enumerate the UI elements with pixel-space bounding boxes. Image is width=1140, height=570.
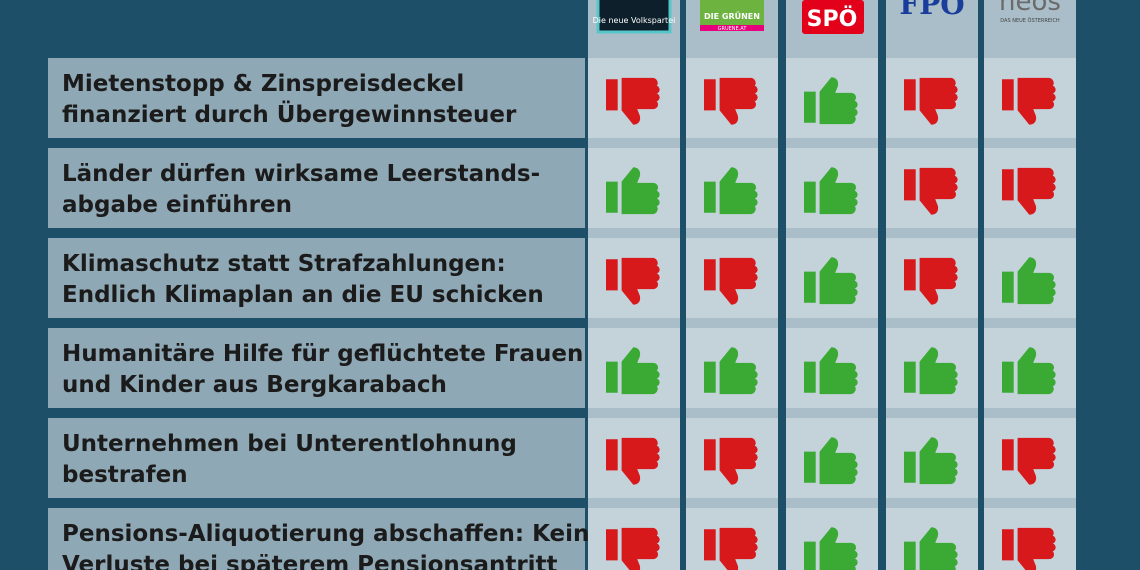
row-label: Pensions-Aliquotierung abschaffen: Keine xyxy=(62,521,605,547)
row-label: Mietenstopp & Zinspreisdeckel xyxy=(62,71,464,97)
row-label: Klimaschutz statt Strafzahlungen: xyxy=(62,251,506,277)
row-label-cell xyxy=(48,238,585,318)
logo-box xyxy=(802,0,864,34)
party-logo-sub: DAS NEUE ÖSTERREICH xyxy=(1000,17,1060,24)
row-label: Humanitäre Hilfe für geflüchtete Frauen xyxy=(62,341,583,367)
row-label-cell xyxy=(48,418,585,498)
row-label-cell xyxy=(48,508,585,570)
row-label: finanziert durch Übergewinnsteuer xyxy=(62,100,517,128)
party-logo: Die neue Volkspartei xyxy=(593,16,676,25)
row-label: Endlich Klimaplan an die EU schicken xyxy=(62,282,544,308)
logo-box xyxy=(700,25,764,31)
row-label: Unternehmen bei Unterentlohnung xyxy=(62,431,517,457)
party-logo-sub: GRUENE.AT xyxy=(718,26,748,32)
row-label: Verluste bei späterem Pensionsantritt xyxy=(62,552,558,570)
row-label: abgabe einführen xyxy=(62,192,292,218)
party-logo: DIE GRÜNEN xyxy=(704,11,760,21)
row-label: Länder dürfen wirksame Leerstands- xyxy=(62,161,540,187)
party-logo: FPÖ xyxy=(899,0,964,21)
party-logo: neos xyxy=(999,0,1061,17)
party-logo: SPÖ xyxy=(807,6,858,32)
row-label: und Kinder aus Bergkarabach xyxy=(62,372,447,398)
row-label-cell xyxy=(48,58,585,138)
row-label: bestrafen xyxy=(62,462,188,488)
row-label-cell xyxy=(48,148,585,228)
logo-box xyxy=(596,0,672,34)
row-label-cell xyxy=(48,328,585,408)
